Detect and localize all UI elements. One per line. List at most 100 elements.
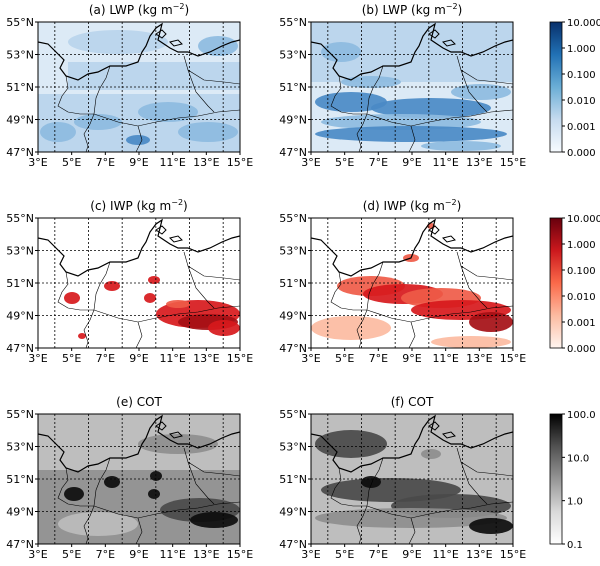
- colorbar-tick-label: 0.000: [567, 344, 596, 355]
- lon-tick-label: 13°E: [466, 352, 492, 365]
- colorbar-tick-label: 0.100: [567, 266, 596, 277]
- colorbar-gradient: [549, 217, 563, 349]
- lon-tick-label: 3°E: [301, 548, 320, 561]
- cloud-field-7: [311, 316, 391, 340]
- country-border: [428, 109, 513, 123]
- map-panel-c: (c) IWP (kg m−2) 55°N 53°N 51°N 49°N 47°N3°E 5…: [6, 198, 253, 365]
- cloud-field-7: [421, 141, 501, 151]
- lon-tick-label: 15°E: [500, 548, 526, 561]
- lat-tick-label: 51°N: [6, 81, 34, 94]
- map-area-b: [310, 21, 514, 153]
- lat-tick-label: 53°N: [279, 49, 307, 62]
- lat-tick-label: 47°N: [6, 342, 34, 355]
- lon-tick-label: 7°E: [369, 352, 388, 365]
- cloud-field-0: [64, 292, 80, 304]
- lon-tick-label: 13°E: [466, 548, 492, 561]
- cloud-field-7: [190, 512, 238, 528]
- country-border: [183, 251, 240, 281]
- lat-tick-label: 53°N: [279, 441, 307, 454]
- lon-tick-label: 9°E: [129, 352, 148, 365]
- cloud-field-2: [68, 30, 168, 54]
- map-area-f: [310, 413, 514, 545]
- lon-tick-label: 11°E: [432, 548, 458, 561]
- country-border: [456, 447, 513, 477]
- country-border: [83, 113, 95, 152]
- cloud-field-8: [58, 512, 138, 536]
- colorbar-tick-label: 1.000: [567, 44, 596, 55]
- colorbar-tick-label: 0.010: [567, 292, 596, 303]
- lat-tick-label: 47°N: [6, 538, 34, 551]
- lon-tick-label: 9°E: [129, 156, 148, 169]
- lat-tick-label: 53°N: [6, 441, 34, 454]
- lon-tick-label: 5°E: [62, 156, 81, 169]
- map-panel-d: (d) IWP (kg m−2) 55°N 53°N 51°N 49°N 47°N3°E 5…: [279, 198, 526, 365]
- coastline: [311, 218, 513, 277]
- country-border: [460, 461, 488, 505]
- country-border: [356, 309, 368, 348]
- lat-tick-label: 53°N: [6, 245, 34, 258]
- country-border: [135, 125, 143, 152]
- country-border: [155, 305, 240, 319]
- lat-tick-label: 49°N: [6, 310, 34, 323]
- country-border: [366, 113, 430, 127]
- cloud-field-4: [315, 126, 507, 142]
- map-panel-f: (f) COT 55°N 53°N 51°N 49°N 47°N3°E 5°E 7°E 9°E 1…: [279, 395, 526, 561]
- colorbar-tick-label: 0.001: [567, 122, 596, 133]
- lon-tick-label: 9°E: [129, 548, 148, 561]
- country-border: [183, 447, 240, 477]
- country-border: [93, 261, 111, 311]
- lon-tick-label: 5°E: [62, 352, 81, 365]
- cloud-field-4: [74, 114, 122, 130]
- lon-tick-label: 3°E: [301, 352, 320, 365]
- lon-tick-label: 5°E: [62, 548, 81, 561]
- country-border: [456, 55, 513, 85]
- country-border: [356, 505, 368, 544]
- country-border: [93, 309, 157, 323]
- lon-tick-label: 9°E: [402, 548, 421, 561]
- colorbar-tick-label: 0.001: [567, 318, 596, 329]
- cloud-field-6: [361, 476, 381, 488]
- colorbar-cot: 100.0 10.0 1.0 0.1: [549, 410, 596, 551]
- cloud-field-2: [148, 276, 160, 284]
- lat-tick-label: 51°N: [6, 277, 34, 290]
- lon-tick-label: 9°E: [402, 156, 421, 169]
- cloud-field-4: [469, 312, 513, 332]
- lon-tick-label: 5°E: [335, 548, 354, 561]
- cloud-field-5: [469, 518, 513, 534]
- country-border: [366, 65, 384, 115]
- colorbar-tick-label: 100.0: [567, 410, 596, 421]
- country-border: [135, 321, 143, 348]
- country-border: [460, 69, 488, 113]
- coastline: [38, 414, 240, 473]
- cloud-field-5: [148, 489, 160, 499]
- country-border: [366, 505, 430, 519]
- country-border: [408, 125, 416, 152]
- country-border: [456, 251, 513, 281]
- lon-tick-label: 13°E: [193, 156, 219, 169]
- cloud-field-8: [166, 300, 190, 308]
- cloud-field-8: [431, 336, 511, 348]
- lon-tick-label: 3°E: [28, 156, 47, 169]
- lon-tick-label: 11°E: [159, 352, 185, 365]
- lon-tick-label: 5°E: [335, 352, 354, 365]
- lon-tick-label: 7°E: [369, 548, 388, 561]
- map-area-c: [37, 217, 241, 349]
- lon-tick-label: 9°E: [402, 352, 421, 365]
- lon-tick-label: 7°E: [96, 352, 115, 365]
- cloud-field-3: [138, 102, 198, 122]
- cloud-field-3: [144, 293, 156, 303]
- lon-tick-label: 11°E: [432, 352, 458, 365]
- colorbar-gradient: [549, 413, 563, 545]
- country-border: [187, 461, 215, 505]
- island-outline: [155, 225, 183, 243]
- panel-title-d: (d) IWP (kg m−2): [363, 198, 462, 213]
- lat-tick-label: 47°N: [279, 342, 307, 355]
- lat-tick-label: 55°N: [6, 408, 34, 421]
- lat-tick-label: 49°N: [279, 506, 307, 519]
- lat-tick-label: 49°N: [6, 506, 34, 519]
- cloud-field-1: [315, 430, 387, 458]
- lon-tick-label: 3°E: [301, 156, 320, 169]
- map-panel-a: (a) LWP (kg m−2) 55°N 53°N 51°N 49°N 47°N3°E 5…: [6, 2, 253, 169]
- lat-tick-label: 53°N: [279, 245, 307, 258]
- lat-tick-label: 55°N: [279, 212, 307, 225]
